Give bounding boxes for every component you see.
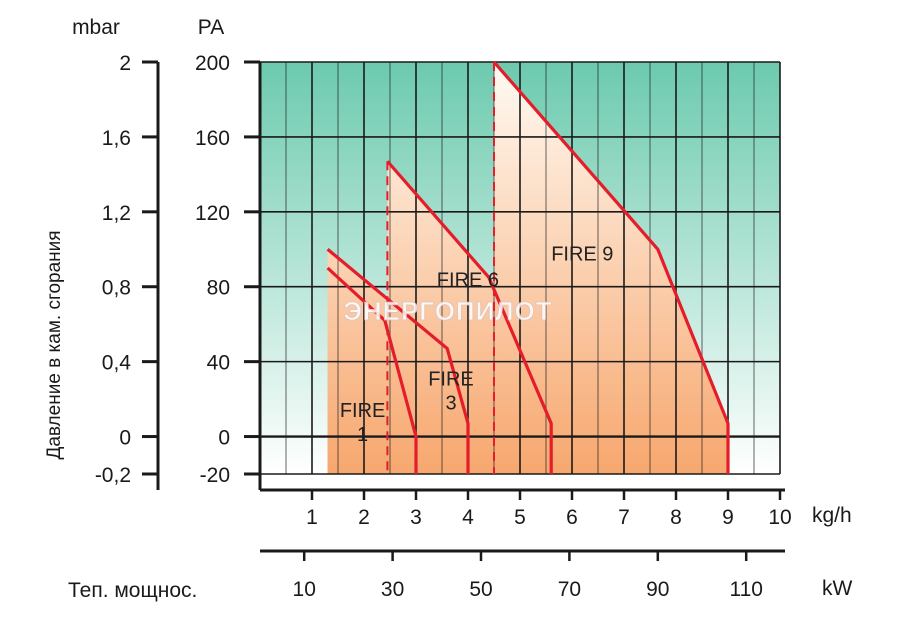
mbar-tick-label: 0,4 [102, 352, 132, 375]
pa-tick-label: 200 [195, 52, 230, 75]
mbar-tick-label: 2 [119, 52, 131, 75]
kgh-tick-label: 1 [306, 506, 318, 529]
kw-unit-label: kW [822, 577, 853, 600]
kw-tick-label: 30 [381, 578, 404, 601]
kgh-tick-label: 4 [462, 506, 474, 529]
mbar-tick-label: 1,2 [102, 202, 131, 225]
kw-tick-label: 50 [469, 578, 492, 601]
kgh-tick-label: 8 [670, 506, 682, 529]
kw-tick-label: 90 [646, 578, 669, 601]
pa-tick-label: 160 [195, 127, 230, 150]
pa-tick-label: 120 [195, 202, 230, 225]
fire-1-label: FIRE [340, 400, 386, 422]
kgh-tick-label: 6 [566, 506, 578, 529]
fire-9-line [492, 60, 730, 474]
pa-tick-label: -20 [200, 464, 230, 487]
fire-fills [327, 62, 728, 474]
kgh-tick-label: 5 [514, 506, 526, 529]
kw-tick-label: 110 [729, 578, 762, 601]
y-axis-title: Давление в кам. сгорания [44, 230, 65, 459]
mbar-tick-label: 0,8 [102, 277, 131, 300]
kgh-tick-label: 3 [410, 506, 422, 529]
kgh-tick-label: 10 [768, 506, 791, 529]
grid-lines [259, 61, 781, 475]
dashed-dividers [386, 62, 495, 474]
fire-3-label: 3 [445, 392, 456, 414]
kgh-tick-label: 7 [618, 506, 630, 529]
area-fire-1 [327, 268, 416, 474]
pa-tick-label: 80 [207, 277, 230, 300]
pa-tick-label: 0 [218, 427, 230, 450]
kw-tick-label: 10 [293, 578, 316, 601]
x-unit-label: kg/h [812, 504, 852, 527]
fire-6-line [386, 160, 553, 474]
fire-1-line [326, 266, 418, 474]
fire-9-label: FIRE 9 [551, 244, 613, 266]
watermark: ЭНЕРГОПИЛОТ [343, 296, 552, 326]
pa-unit-label: PA [198, 16, 224, 39]
area-fire-9 [494, 62, 728, 474]
fire-3-line [326, 248, 470, 474]
kw-tick-label: 70 [558, 578, 581, 601]
kw-axis-label: Теп. мощнос. [68, 579, 197, 602]
mbar-tick-label: 0 [119, 427, 131, 450]
fire-6-label: FIRE 6 [437, 270, 499, 292]
pa-tick-label: 40 [207, 352, 230, 375]
fire-1-label: 1 [357, 424, 368, 446]
fire-3-label: FIRE [428, 368, 474, 390]
axes: 2 1,6 1,2 0,8 0,4 0 -0,2 200 160 120 80 40 0 -20 1 2 3 4 5… [95, 52, 792, 601]
kgh-tick-label: 9 [722, 506, 734, 529]
mbar-tick-label: 1,6 [102, 127, 131, 150]
mbar-tick-label: -0,2 [95, 464, 131, 487]
mbar-unit-label: mbar [72, 16, 120, 39]
kgh-tick-label: 2 [358, 506, 370, 529]
